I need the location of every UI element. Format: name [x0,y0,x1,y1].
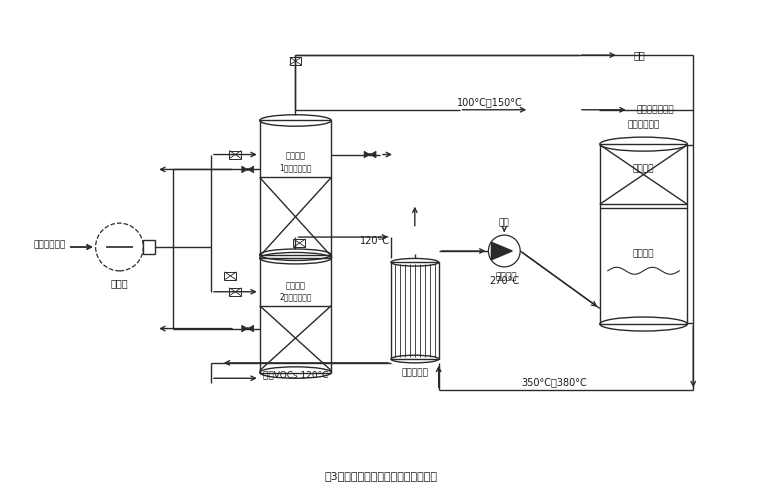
Text: 再生换热器: 再生换热器 [402,368,428,377]
Text: 催化氧化装置: 催化氧化装置 [627,121,660,130]
Text: 120°C: 120°C [360,236,390,246]
Text: 浓缩VOCs 120°C: 浓缩VOCs 120°C [263,370,328,379]
Text: 主风机: 主风机 [110,278,128,288]
Polygon shape [242,325,248,332]
Text: 定型废气换热器: 定型废气换热器 [636,105,674,114]
Polygon shape [248,166,254,173]
Bar [293,239,306,247]
Text: 270°C: 270°C [489,276,520,286]
Text: 催化剂层: 催化剂层 [632,164,655,173]
Text: 活性炭层: 活性炭层 [286,151,306,160]
Text: 再生风机: 再生风机 [495,272,517,281]
Text: 1号活性炭装置: 1号活性炭装置 [279,163,312,172]
Bar [290,57,302,65]
Ellipse shape [247,169,248,171]
Bar [260,120,331,258]
Text: 350°C～380°C: 350°C～380°C [521,377,587,387]
Text: 2号活性炭装置: 2号活性炭装置 [279,292,312,301]
Bar [600,144,687,324]
Text: 烟囱: 烟囱 [633,50,645,60]
Polygon shape [370,151,376,158]
Text: 图3吸附再生及傅化氧化组合工艺流程: 图3吸附再生及傅化氧化组合工艺流程 [325,471,437,481]
Bar [260,254,331,373]
Ellipse shape [247,327,248,329]
Polygon shape [364,151,370,158]
Polygon shape [248,325,254,332]
Ellipse shape [369,154,371,156]
Bar [229,288,242,296]
Text: 辅助升温: 辅助升温 [632,250,655,258]
Polygon shape [491,242,512,260]
Bar [391,262,439,359]
Bar [229,151,242,159]
Bar [225,272,236,280]
Text: 湿式静电装置: 湿式静电装置 [34,241,66,250]
Text: 空气: 空气 [499,219,510,228]
Polygon shape [242,166,248,173]
Text: 100°C～150°C: 100°C～150°C [456,97,522,107]
Bar [143,240,155,254]
Text: 活性炭层: 活性炭层 [286,281,306,290]
